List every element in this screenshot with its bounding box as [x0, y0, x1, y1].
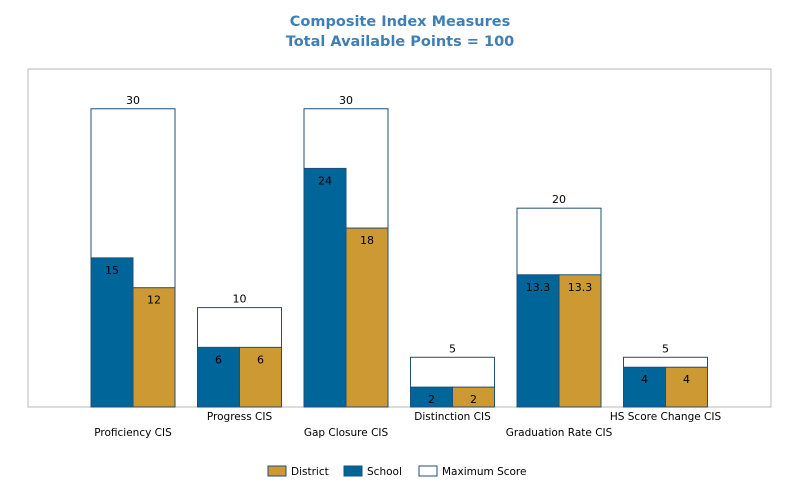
category-label: Graduation Rate CIS	[506, 427, 613, 439]
district-value-label: 12	[147, 294, 161, 307]
legend-swatch	[267, 465, 287, 477]
max-score-label: 10	[233, 293, 247, 306]
district-bar	[345, 227, 389, 408]
district-bar	[558, 274, 602, 408]
district-value-label: 2	[470, 393, 477, 406]
school-bar	[303, 167, 347, 408]
chart-marks: 30 15 12 Proficiency CIS 10 6 6 Progress CIS 30 2…	[90, 94, 722, 439]
legend-label: Maximum Score	[442, 466, 526, 478]
max-score-label: 30	[339, 94, 353, 107]
legend: District School Maximum Score	[267, 465, 526, 478]
chart-title: Composite Index Measures	[289, 14, 511, 30]
legend-label: School	[367, 466, 402, 478]
school-bar	[623, 366, 666, 408]
legend-label: District	[291, 466, 329, 478]
school-value-label: 13.3	[526, 281, 551, 294]
category-label: HS Score Change CIS	[610, 411, 722, 423]
legend-swatch	[418, 465, 438, 477]
school-value-label: 24	[318, 174, 332, 187]
district-value-label: 13.3	[568, 281, 593, 294]
school-value-label: 15	[105, 264, 119, 277]
max-score-label: 5	[449, 342, 456, 355]
category-label: Gap Closure CIS	[304, 427, 389, 439]
max-score-label: 20	[552, 193, 566, 206]
school-value-label: 6	[215, 353, 222, 366]
district-value-label: 4	[683, 373, 690, 386]
district-bar	[239, 346, 282, 408]
max-score-label: 5	[662, 342, 669, 355]
school-value-label: 4	[641, 373, 648, 386]
district-bar	[132, 287, 176, 408]
category-label: Progress CIS	[207, 411, 273, 423]
school-value-label: 2	[428, 393, 435, 406]
legend-swatch	[343, 465, 363, 477]
district-bar	[665, 366, 708, 408]
category-label: Proficiency CIS	[94, 427, 172, 439]
category-label: Distinction CIS	[414, 411, 491, 423]
chart-subtitle: Total Available Points = 100	[285, 34, 515, 50]
district-value-label: 6	[257, 353, 264, 366]
school-bar	[197, 346, 240, 408]
district-value-label: 18	[360, 234, 374, 247]
school-bar	[516, 274, 560, 408]
max-score-label: 30	[126, 94, 140, 107]
school-bar	[90, 257, 134, 408]
district-bar	[452, 386, 495, 408]
